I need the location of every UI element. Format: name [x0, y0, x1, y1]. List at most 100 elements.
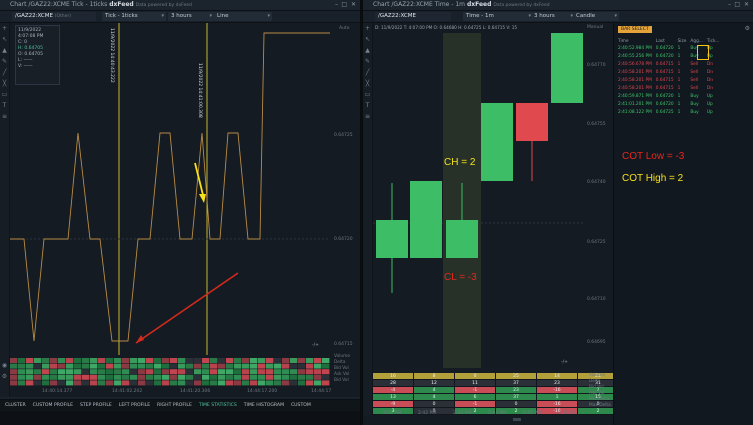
col-tick[interactable]: Tick... [706, 38, 720, 44]
right-range-select[interactable]: 3 hours ▾ [531, 12, 575, 21]
sales-row[interactable]: 2:40:56.678 PM 0.64715 1 Sell Dn [616, 60, 722, 68]
col-last[interactable]: Last [655, 38, 665, 44]
tab-custom-profile[interactable]: CUSTOM PROFILE [32, 403, 74, 408]
layers-icon[interactable]: ≡ [1, 113, 8, 120]
heatmap-cell [82, 380, 90, 386]
left-charttype-select[interactable]: Line ▾ [214, 12, 272, 21]
stats-cell: 4 [413, 393, 455, 401]
left-price-label: 0.64720 [334, 237, 353, 242]
left-zoom-control[interactable]: -/+ [312, 343, 319, 348]
heatmap-cell [226, 358, 234, 363]
candle-body[interactable] [410, 181, 442, 258]
crosshair-icon[interactable]: + [364, 25, 371, 32]
tab-cluster[interactable]: CLUSTER [5, 403, 26, 408]
right-interval-select[interactable]: Time - 1m ▾ [463, 12, 533, 21]
settings-icon[interactable]: ⚙ [1, 373, 8, 380]
tab-right-profile[interactable]: RIGHT PROFILE [157, 403, 192, 408]
close-icon[interactable]: ✕ [350, 1, 356, 8]
sales-cell: 1 [677, 85, 681, 91]
cursor-icon[interactable]: ↖ [1, 36, 8, 43]
tab-left-profile[interactable]: LEFT PROFILE [118, 403, 151, 408]
right-zoom-control[interactable]: -/+ [561, 360, 568, 365]
bar-select-button[interactable]: BAR SELECT [618, 26, 652, 33]
heatmap-cell [26, 369, 34, 375]
candle-body[interactable] [481, 103, 513, 181]
right-symbol-select[interactable]: /GAZ22:XCME [375, 12, 451, 21]
right-axis-mode[interactable]: Manual [587, 25, 604, 30]
pencil-icon[interactable]: ✎ [364, 58, 371, 65]
layers-icon[interactable]: ≡ [364, 113, 371, 120]
alert-icon[interactable]: ▲ [365, 47, 370, 54]
heatmap-cell [34, 363, 42, 369]
tab-time-statistics[interactable]: TIME STATISTICS [198, 403, 237, 408]
close-icon[interactable]: ✕ [743, 1, 749, 8]
col-aggressor[interactable]: Agg... [690, 38, 703, 44]
right-time-label: 2:42 PM [418, 411, 437, 416]
right-scroll-thumb[interactable] [513, 418, 521, 421]
minimize-icon[interactable]: – [335, 1, 338, 8]
text-icon[interactable]: T [365, 102, 370, 109]
line-icon[interactable]: ╱ [365, 69, 370, 76]
row-label: Delta [589, 379, 601, 384]
sales-row[interactable]: 2:40:55.256 PM 0.64720 1 Buy Up [616, 52, 722, 60]
maximize-icon[interactable]: □ [734, 1, 740, 8]
tick-line-plot[interactable]: 11/9/2022 14:40:43.222 11/9/2022 14:41:0… [10, 23, 330, 355]
panel-settings-icon[interactable]: ⚙ [744, 25, 750, 32]
ruler-icon[interactable]: ╳ [2, 80, 7, 87]
right-time-label: 2:43 PM [453, 411, 472, 416]
heatmap-cell [74, 369, 82, 375]
rectangle-icon[interactable]: ▭ [1, 91, 8, 98]
ohlc-readout: D: 11/9/2022 T: 4:07:00 PM O: 0.64680 H:… [375, 25, 518, 30]
col-size[interactable]: Size [677, 38, 687, 44]
heatmap-cell [186, 380, 194, 386]
maximize-icon[interactable]: □ [341, 1, 347, 8]
heatmap-cell [10, 363, 18, 369]
sales-row[interactable]: 2:41:01.201 PM 0.64720 1 Buy Up [616, 100, 722, 108]
crosshair-icon[interactable]: + [1, 25, 8, 32]
left-scrollbar[interactable] [0, 397, 360, 400]
pencil-icon[interactable]: ✎ [1, 58, 8, 65]
heatmap-cell [154, 380, 162, 386]
rectangle-icon[interactable]: ▭ [364, 91, 371, 98]
sales-row[interactable]: 2:40:58.201 PM 0.64715 1 Sell Dn [616, 68, 722, 76]
sales-row[interactable]: 2:41:08.122 PM 0.64725 1 Buy Up [616, 108, 722, 116]
line-icon[interactable]: ╱ [2, 69, 7, 76]
tab-custom[interactable]: CUSTOM [290, 403, 311, 408]
tab-step-profile[interactable]: STEP PROFILE [79, 403, 112, 408]
candle-plot[interactable]: CH = 2 CL = -3 -/+ [373, 33, 583, 368]
sales-row[interactable]: 2:40:58.201 PM 0.64715 1 Sell Dn [616, 84, 722, 92]
left-axis-mode[interactable]: Auto [339, 26, 350, 31]
heatmap-cell [250, 363, 258, 369]
left-interval-select[interactable]: Tick - 1ticks ▾ [102, 12, 166, 21]
left-range-select[interactable]: 3 hours ▾ [168, 12, 214, 21]
text-icon[interactable]: T [2, 102, 7, 109]
alert-icon[interactable]: ▲ [2, 47, 7, 54]
heatmap-cell [186, 374, 194, 380]
candle-body[interactable] [376, 220, 408, 258]
ruler-icon[interactable]: ╳ [365, 80, 370, 87]
left-symbol-select[interactable]: /GAZ22:XCME (Other) [12, 12, 96, 21]
window-splitter[interactable] [360, 0, 363, 425]
sales-row[interactable]: 2:40:59.871 PM 0.64720 1 Buy Up [616, 92, 722, 100]
right-charttype-select[interactable]: Candle ▾ [573, 12, 619, 21]
heatmap-cell [226, 363, 234, 369]
candle-body[interactable] [551, 33, 583, 103]
heatmap-cell [306, 369, 314, 375]
heatmap-cell [170, 380, 178, 386]
heatmap-cell [98, 358, 106, 363]
heatmap-cell [274, 358, 282, 363]
candle-body[interactable] [446, 220, 478, 258]
sales-row[interactable]: 2:40:52.984 PM 0.64720 1 Buy Up [616, 44, 722, 52]
heatmap-cell [58, 374, 66, 380]
minimize-icon[interactable]: – [728, 1, 731, 8]
cursor-icon[interactable]: ↖ [364, 36, 371, 43]
sales-cell: 1 [677, 109, 681, 115]
sales-row[interactable]: 2:40:58.201 PM 0.64715 1 Sell Dn [616, 76, 722, 84]
heatmap-cell [250, 380, 258, 386]
col-time[interactable]: Time [618, 38, 629, 44]
sales-cell: 0.64720 [655, 45, 674, 51]
time-chart-window: Chart /GAZ22:XCME Time - 1m dxFeed Data … [363, 0, 753, 425]
candle-body[interactable] [516, 103, 548, 141]
tab-time-histogram[interactable]: TIME HISTOGRAM [243, 403, 285, 408]
eye-icon[interactable]: ◉ [1, 362, 8, 369]
